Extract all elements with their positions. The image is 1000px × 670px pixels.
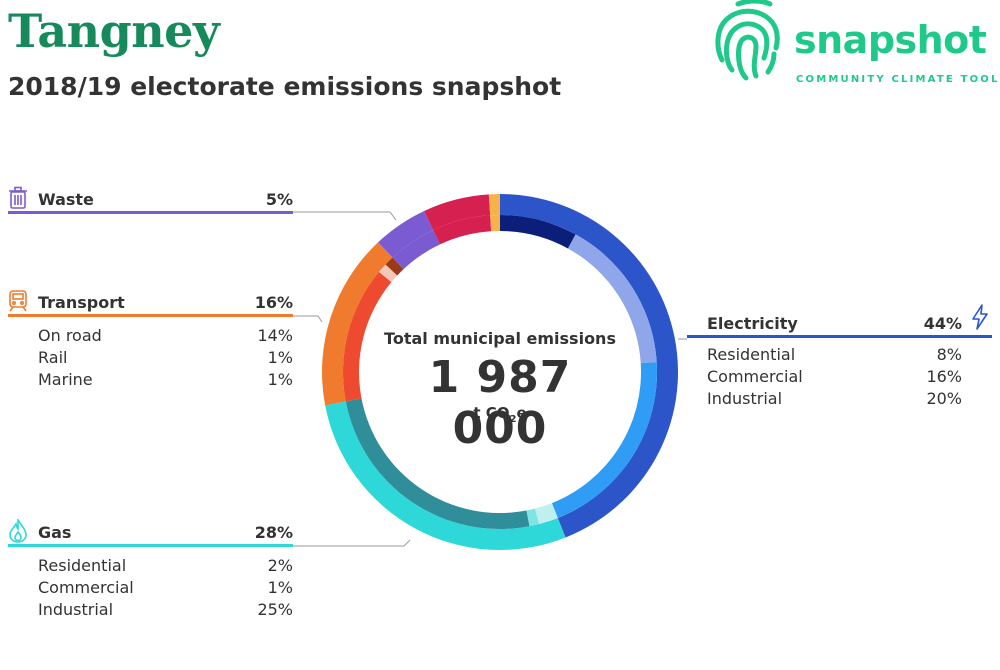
outer-slice-electricity xyxy=(500,194,679,538)
outer-slice-transport xyxy=(322,242,393,406)
outer-slice-waste xyxy=(378,210,434,258)
inner-slice-gas-commercial xyxy=(526,508,540,527)
gas-sub-row: Commercial 1% xyxy=(38,578,293,597)
total-unit: t CO2e xyxy=(473,404,527,425)
logo-tagline: COMMUNITY CLIMATE TOOL xyxy=(796,74,1000,85)
page-subtitle: 2018/19 electorate emissions snapshot xyxy=(8,72,562,101)
inner-slice-electricity-industrial xyxy=(551,362,657,518)
gas-leader-line xyxy=(293,539,411,547)
transport-category: Transport 16% On road 14% Rail 1% Marine 1% xyxy=(8,289,293,389)
waste-percent: 5% xyxy=(265,190,293,209)
transport-sub-row: Marine 1% xyxy=(38,370,293,389)
transport-underline xyxy=(8,314,293,317)
train-icon xyxy=(9,290,27,312)
outer-slice-segment-4 xyxy=(424,194,491,230)
electricity-underline xyxy=(687,335,992,338)
inner-slice-gas-industrial xyxy=(345,398,530,529)
logo-wordmark: snapshot xyxy=(794,18,987,62)
trash-bin-icon xyxy=(9,186,27,209)
waste-category: Waste 5% xyxy=(8,186,293,214)
inner-slice-electricity-residential xyxy=(500,215,576,249)
snapshot-logo: snapshot COMMUNITY CLIMATE TOOL xyxy=(712,0,1000,92)
flame-icon xyxy=(9,519,27,543)
inner-slice-gas-residential xyxy=(535,503,558,525)
lightning-icon xyxy=(972,304,988,330)
electricity-sub-row: Commercial 16% xyxy=(707,367,962,386)
gas-sub-row: Industrial 25% xyxy=(38,600,293,619)
electricity-sub-row: Industrial 20% xyxy=(707,389,962,408)
fingerprint-logo-icon xyxy=(715,0,780,81)
transport-percent: 16% xyxy=(254,293,293,312)
inner-slice-transport-rail xyxy=(379,264,398,283)
inner-slice-segment-11 xyxy=(490,215,500,232)
total-label: Total municipal emissions xyxy=(384,329,616,348)
waste-leader-line xyxy=(293,211,397,221)
transport-sub-row: Rail 1% xyxy=(38,348,293,367)
gas-category: Gas 28% Residential 2% Commercial 1% Indus… xyxy=(8,519,293,619)
electricity-sub-row: Residential 8% xyxy=(707,345,962,364)
inner-slice-transport-on-road xyxy=(343,271,392,402)
electricity-label: Electricity xyxy=(707,314,798,333)
total-value: 1 987 000 xyxy=(428,352,572,454)
waste-underline xyxy=(8,211,293,214)
transport-leader-line xyxy=(293,315,323,323)
transport-label: Transport xyxy=(38,293,125,312)
transport-sub-row: On road 14% xyxy=(38,326,293,345)
page-title: Tangney xyxy=(8,4,220,58)
outer-slice-segment-5 xyxy=(488,194,500,216)
inner-slice-electricity-commercial xyxy=(567,234,657,364)
gas-percent: 28% xyxy=(254,523,293,542)
gas-sub-row: Residential 2% xyxy=(38,556,293,575)
electricity-percent: 44% xyxy=(923,314,962,333)
waste-label: Waste xyxy=(38,190,94,209)
gas-label: Gas xyxy=(38,523,72,542)
outer-slice-gas xyxy=(325,401,566,550)
inner-slice-segment-10 xyxy=(433,215,492,245)
electricity-category: Electricity 44% Residential 8% Commercial… xyxy=(687,304,992,408)
inner-slice-waste xyxy=(392,229,440,270)
inner-slice-transport-marine xyxy=(385,257,404,276)
gas-underline xyxy=(8,544,293,547)
